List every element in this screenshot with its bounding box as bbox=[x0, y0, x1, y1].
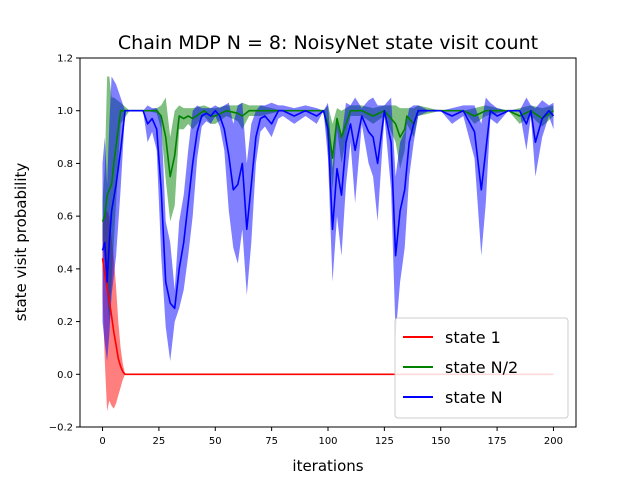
legend-box bbox=[394, 317, 569, 419]
state-n-line bbox=[101, 109, 555, 310]
y-tick-label: −0.2 bbox=[49, 423, 73, 434]
x-axis: 0 25 50 75 100 125 150 175 200 bbox=[99, 427, 563, 447]
state-1-legend-label: state 1 bbox=[445, 328, 501, 347]
y-tick-label: 1.0 bbox=[57, 106, 73, 117]
y-tick-label: 0.2 bbox=[57, 317, 73, 328]
x-tick-label: 50 bbox=[209, 436, 222, 447]
x-tick-label: 150 bbox=[431, 436, 450, 447]
legend: state 1 state N/2 state N bbox=[394, 317, 569, 419]
x-tick-label: 200 bbox=[544, 436, 563, 447]
chart-title: Chain MDP N = 8: NoisyNet state visit co… bbox=[118, 32, 538, 54]
x-tick-label: 125 bbox=[375, 436, 394, 447]
x-tick-label: 175 bbox=[488, 436, 507, 447]
x-tick-label: 25 bbox=[153, 436, 166, 447]
x-axis-label: iterations bbox=[292, 457, 363, 475]
y-tick-label: 1.2 bbox=[57, 54, 73, 65]
x-tick-label: 75 bbox=[265, 436, 278, 447]
y-tick-label: 0.6 bbox=[57, 212, 73, 223]
y-tick-label: 0.4 bbox=[57, 264, 73, 275]
x-tick-label: 100 bbox=[318, 436, 337, 447]
y-tick-label: 0.8 bbox=[57, 159, 73, 170]
y-tick-label: 0.0 bbox=[57, 370, 73, 381]
state-1-line bbox=[101, 258, 554, 376]
series-lines bbox=[101, 109, 555, 376]
state-n-2-legend-label: state N/2 bbox=[445, 358, 518, 377]
x-tick-label: 0 bbox=[99, 436, 105, 447]
y-axis: −0.2 0.0 0.2 0.4 0.6 0.8 1.0 1.2 bbox=[49, 54, 80, 434]
state-n-legend-label: state N bbox=[445, 388, 503, 407]
y-axis-label: state visit probability bbox=[12, 163, 30, 322]
